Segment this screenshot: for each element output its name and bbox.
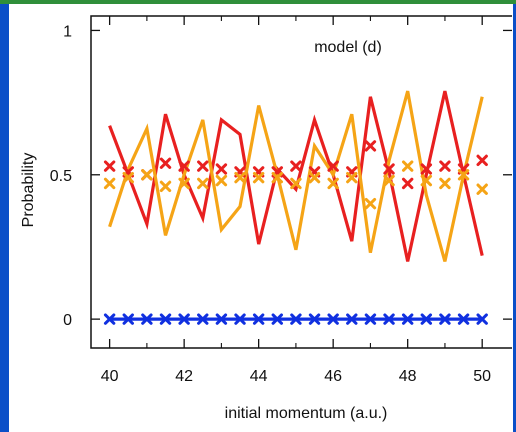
y-tick-label: 1 xyxy=(63,23,72,40)
data-point xyxy=(439,177,451,190)
data-point xyxy=(401,160,414,172)
series-line xyxy=(108,90,484,262)
data-point xyxy=(364,313,377,325)
data-point xyxy=(346,171,358,184)
plot-frame xyxy=(90,15,512,349)
data-point xyxy=(457,169,470,181)
data-point xyxy=(383,313,395,325)
data-point xyxy=(234,313,246,325)
data-point xyxy=(420,174,433,187)
data-point xyxy=(103,313,116,325)
series-4 xyxy=(103,313,488,325)
data-point xyxy=(383,174,395,187)
x-tick-label: 48 xyxy=(399,368,417,385)
data-point xyxy=(197,313,209,325)
data-point xyxy=(271,171,283,184)
data-point xyxy=(383,163,395,175)
data-point xyxy=(439,313,451,325)
series-0 xyxy=(108,90,484,262)
x-axis-label: initial momentum (a.u.) xyxy=(225,405,388,422)
data-point xyxy=(141,169,153,181)
x-tick-label: 40 xyxy=(101,368,119,385)
data-point xyxy=(178,177,190,190)
data-point xyxy=(290,313,302,325)
data-point xyxy=(159,313,172,325)
chart-title: model (d) xyxy=(314,39,382,56)
data-point xyxy=(234,171,246,184)
data-point xyxy=(271,313,283,325)
data-point xyxy=(159,180,172,193)
data-point xyxy=(476,183,488,195)
series-3 xyxy=(103,160,488,210)
data-point xyxy=(103,177,116,190)
left-border xyxy=(0,4,9,432)
data-point xyxy=(457,313,470,325)
series-line xyxy=(108,90,484,262)
x-tick-label: 50 xyxy=(473,368,491,385)
data-point xyxy=(122,171,134,184)
y-tick-label: 0 xyxy=(63,312,72,329)
data-point xyxy=(122,313,134,325)
data-point xyxy=(215,163,228,175)
x-tick-label: 42 xyxy=(175,368,193,385)
data-point xyxy=(290,160,302,172)
data-point xyxy=(327,160,339,172)
data-point xyxy=(401,177,414,190)
data-point xyxy=(439,160,451,172)
data-point xyxy=(197,177,209,190)
x-tick-label: 46 xyxy=(324,368,342,385)
data-point xyxy=(420,163,433,175)
series-layer xyxy=(103,90,488,325)
data-point xyxy=(420,313,433,325)
data-point xyxy=(215,313,228,325)
data-point xyxy=(364,197,377,210)
data-point xyxy=(252,313,265,325)
data-point xyxy=(178,160,190,172)
data-point xyxy=(252,171,265,184)
data-point xyxy=(346,313,358,325)
data-point xyxy=(103,160,116,172)
data-point xyxy=(308,171,321,184)
ticks-layer: 40 42 44 46 48 50 0 0.5 1 xyxy=(50,16,512,385)
data-point xyxy=(364,140,377,152)
right-border xyxy=(513,4,516,432)
data-point xyxy=(327,177,339,190)
series-1 xyxy=(108,90,484,262)
data-point xyxy=(476,154,488,167)
series-2 xyxy=(103,140,488,190)
data-point xyxy=(215,174,228,187)
x-tick-label: 44 xyxy=(250,368,268,385)
data-point xyxy=(401,313,414,325)
data-point xyxy=(308,313,321,325)
data-point xyxy=(178,313,190,325)
data-point xyxy=(197,160,209,172)
data-point xyxy=(141,313,153,325)
data-point xyxy=(290,177,302,190)
axes-layer xyxy=(90,15,512,349)
y-axis-label: Probability xyxy=(20,153,37,228)
y-tick-label: 0.5 xyxy=(50,168,72,185)
data-point xyxy=(327,313,339,325)
top-border xyxy=(0,0,516,4)
data-point xyxy=(476,313,488,325)
data-point xyxy=(159,157,172,169)
